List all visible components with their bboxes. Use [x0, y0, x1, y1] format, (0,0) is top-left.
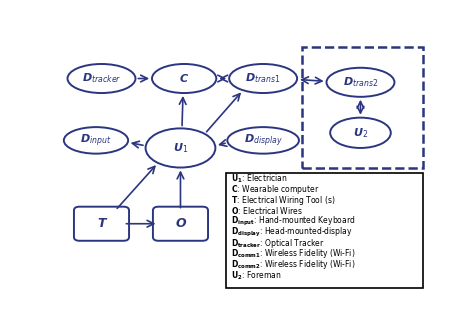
Text: $\mathbf{U}$$_{\mathbf{2}}$: Foreman: $\mathbf{U}$$_{\mathbf{2}}$: Foreman [231, 269, 281, 282]
Text: D$_{display}$: D$_{display}$ [244, 132, 283, 149]
Text: $\mathbf{D}$$_{\mathbf{tracker}}$: Optical Tracker: $\mathbf{D}$$_{\mathbf{tracker}}$: Optic… [231, 237, 325, 250]
Text: U$_1$: U$_1$ [173, 141, 188, 155]
Bar [301, 47, 423, 168]
Text: $\mathbf{D}$$_{\mathbf{comm2}}$: Wireless Fidelity (Wi-Fi): $\mathbf{D}$$_{\mathbf{comm2}}$: Wireles… [231, 258, 355, 271]
Text: $\mathbf{C}$: Wearable computer: $\mathbf{C}$: Wearable computer [231, 183, 319, 196]
Ellipse shape [327, 68, 394, 97]
Bar [227, 173, 423, 288]
FancyBboxPatch shape [74, 207, 129, 241]
Ellipse shape [228, 127, 299, 154]
Text: U$_2$: U$_2$ [353, 126, 368, 140]
Text: T: T [97, 217, 106, 230]
Ellipse shape [152, 64, 216, 93]
Ellipse shape [146, 128, 215, 168]
Ellipse shape [229, 64, 297, 93]
Ellipse shape [64, 127, 128, 154]
Ellipse shape [330, 118, 391, 148]
Text: D$_{trans1}$: D$_{trans1}$ [246, 72, 281, 85]
Text: O: O [175, 217, 186, 230]
Text: D$_{tracker}$: D$_{tracker}$ [82, 72, 121, 85]
Text: $\mathbf{D}$$_{\mathbf{input}}$: Hand-mounted Keyboard: $\mathbf{D}$$_{\mathbf{input}}$: Hand-mo… [231, 215, 356, 228]
Text: $\mathbf{O}$: Electrical Wires: $\mathbf{O}$: Electrical Wires [231, 205, 303, 216]
Text: $\mathbf{D}$$_{\mathbf{display}}$: Head-mounted-display: $\mathbf{D}$$_{\mathbf{display}}$: Head-… [231, 226, 353, 239]
Text: D$_{input}$: D$_{input}$ [80, 132, 112, 149]
Text: $\mathbf{U}$$_{\mathbf{1}}$: Electrician: $\mathbf{U}$$_{\mathbf{1}}$: Electrician [231, 173, 287, 185]
Text: $\mathbf{T}$: Electrical Wiring Tool (s): $\mathbf{T}$: Electrical Wiring Tool (s) [231, 194, 335, 207]
Text: $\mathbf{D}$$_{\mathbf{comm1}}$: Wireless Fidelity (Wi-Fi): $\mathbf{D}$$_{\mathbf{comm1}}$: Wireles… [231, 247, 355, 260]
FancyBboxPatch shape [153, 207, 208, 241]
Text: D$_{trans2}$: D$_{trans2}$ [343, 75, 378, 89]
Ellipse shape [67, 64, 136, 93]
Text: C: C [180, 73, 188, 84]
